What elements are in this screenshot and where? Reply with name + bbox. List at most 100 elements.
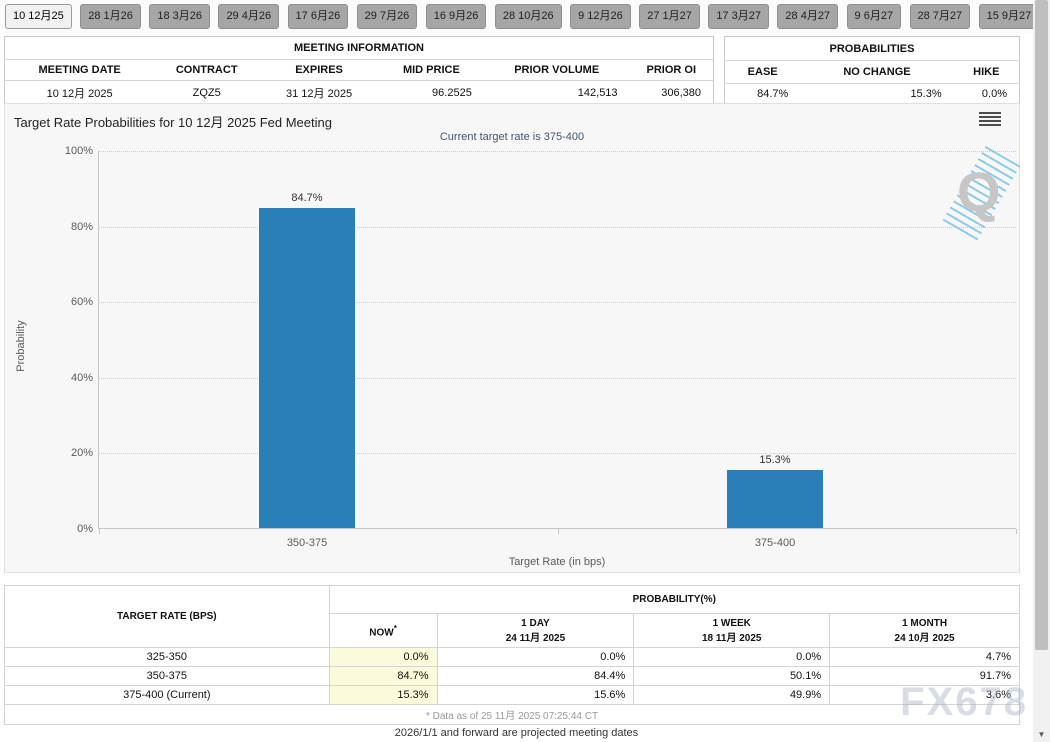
y-tick-label: 100% (64, 145, 93, 157)
hamburger-menu-icon[interactable] (979, 112, 1001, 127)
bar-rect (259, 207, 355, 528)
bar-rect (727, 470, 823, 528)
gridline (99, 377, 1016, 379)
tab-meeting-6[interactable]: 16 9月26 (425, 4, 487, 29)
header-1-week: 1 WEEK 18 11月 2025 (633, 613, 831, 648)
chart-subtitle: Current target rate is 375-400 (439, 131, 585, 143)
value-no-change: 15.3% (800, 82, 954, 106)
header-prior-oi: PRIOR OI (629, 59, 714, 81)
now-value: 84.7% (328, 666, 438, 686)
probabilities-title: PROBABILITIES (829, 42, 915, 55)
table-row: 10 12月 2025 ZQZ5 31 12月 2025 96.2525 142… (4, 80, 714, 106)
value-hike: 0.0% (953, 82, 1020, 106)
meeting-information-table: MEETING INFORMATION MEETING DATE CONTRAC… (4, 36, 714, 106)
gridline (99, 453, 1016, 455)
chart-title: Target Rate Probabilities for 10 12月 202… (14, 115, 332, 130)
probability-history-table: TARGET RATE (BPS) PROBABILITY(%) NOW* 1 … (4, 585, 1021, 725)
vertical-scrollbar[interactable]: ▼ (1033, 0, 1050, 742)
period-label: 1 DAY (521, 617, 550, 629)
meeting-tab-bar: 10 12月25 28 1月26 18 3月26 29 4月26 17 6月26… (0, 0, 1050, 33)
x-axis-tick (558, 529, 559, 534)
scrollbar-thumb[interactable] (1035, 0, 1048, 650)
period-date: 24 10月 2025 (894, 632, 955, 644)
month-value: 4.7% (829, 647, 1020, 667)
y-tick-label: 80% (70, 220, 93, 233)
gridline (99, 226, 1016, 228)
tab-meeting-9[interactable]: 27 1月27 (639, 4, 700, 29)
projected-dates-note: 2026/1/1 and forward are projected meeti… (394, 727, 639, 739)
gridline (99, 151, 1016, 152)
header-1-day: 1 DAY 24 11月 2025 (436, 613, 635, 648)
table-row: MEETING DATE CONTRACT EXPIRES MID PRICE … (4, 59, 714, 81)
y-tick-label: 0% (77, 523, 93, 535)
value-meeting-date: 10 12月 2025 (4, 80, 155, 106)
fx678-watermark: FX678 (900, 680, 1028, 724)
rate-350-375: 350-375 (4, 666, 330, 686)
value-mid-price: 96.2525 (378, 80, 484, 106)
gridline (99, 302, 1016, 304)
table-row: * Data as of 25 11月 2025 07:25:44 CT (4, 704, 1020, 725)
day-value: 15.6% (436, 685, 635, 705)
y-tick-label: 40% (70, 371, 93, 384)
tab-meeting-12[interactable]: 9 6月27 (846, 4, 902, 29)
meeting-information-title: MEETING INFORMATION (294, 42, 424, 54)
tab-meeting-5[interactable]: 29 7月26 (356, 4, 418, 29)
info-tables-row: MEETING INFORMATION MEETING DATE CONTRAC… (4, 36, 1020, 106)
table-row: PROBABILITIES (725, 37, 1020, 61)
table-row: MEETING INFORMATION (5, 37, 714, 60)
now-value: 0.0% (328, 647, 438, 667)
table-row: 84.7% 15.3% 0.0% (724, 82, 1020, 106)
tab-meeting-1[interactable]: 28 1月26 (80, 4, 141, 29)
tab-meeting-10[interactable]: 17 3月27 (708, 4, 769, 29)
y-axis-title: Probability (15, 320, 27, 372)
header-ease: EASE (724, 60, 801, 84)
tab-meeting-0[interactable]: 10 12月25 (5, 4, 72, 29)
header-hike: HIKE (953, 60, 1020, 84)
tab-meeting-13[interactable]: 28 7月27 (909, 4, 971, 29)
period-label: 1 WEEK (712, 617, 751, 629)
period-label: 1 MONTH (902, 617, 948, 629)
scroll-down-arrow[interactable]: ▼ (1037, 730, 1046, 739)
header-mid-price: MID PRICE (378, 59, 484, 81)
bar-350-375: 84.7% (259, 192, 355, 528)
header-now: NOW* (328, 613, 438, 648)
header-target-rate: TARGET RATE (BPS) (4, 585, 330, 648)
table-row: EASE NO CHANGE HIKE (724, 60, 1020, 84)
header-expires: EXPIRES (259, 59, 379, 81)
week-value: 0.0% (633, 647, 831, 667)
header-probability-group: PROBABILITY(%) (328, 585, 1021, 614)
x-axis-tick (1016, 529, 1017, 534)
period-date: 24 11月 2025 (505, 632, 566, 644)
now-asterisk: * (393, 622, 397, 633)
y-tick-label: 20% (70, 447, 93, 460)
x-axis-title: Target Rate (in bps) (508, 556, 606, 568)
tab-meeting-14[interactable]: 15 9月27 (978, 4, 1040, 29)
week-value: 50.1% (633, 666, 831, 686)
x-tick-label: 375-400 (754, 537, 796, 549)
plot-area: 84.7% 15.3% 350-375 375-400 (98, 151, 1017, 549)
target-rate-chart-panel: Target Rate Probabilities for 10 12月 202… (4, 103, 1021, 573)
header-prior-volume: PRIOR VOLUME (483, 59, 630, 81)
value-ease: 84.7% (724, 82, 801, 106)
value-contract: ZQZ5 (154, 80, 260, 106)
tab-meeting-2[interactable]: 18 3月26 (149, 4, 210, 29)
tab-meeting-8[interactable]: 9 12月26 (570, 4, 631, 29)
tab-meeting-11[interactable]: 28 4月27 (777, 4, 839, 29)
tab-meeting-7[interactable]: 28 10月26 (494, 4, 562, 29)
rate-325-350: 325-350 (4, 647, 330, 667)
now-label: NOW (369, 627, 394, 639)
day-value: 0.0% (436, 647, 635, 667)
header-1-month: 1 MONTH 24 10月 2025 (829, 613, 1020, 648)
period-date: 18 11月 2025 (701, 632, 762, 644)
value-prior-volume: 142,513 (483, 80, 630, 106)
y-tick-label: 60% (70, 296, 93, 309)
day-value: 84.4% (436, 666, 635, 686)
x-tick-label: 350-375 (286, 537, 328, 549)
header-contract: CONTRACT (154, 59, 260, 81)
header-no-change: NO CHANGE (800, 60, 954, 84)
tab-meeting-3[interactable]: 29 4月26 (218, 4, 280, 29)
table-row: 375-400 (Current) 15.3% 15.6% 49.9% 3.6% (4, 685, 1020, 705)
data-as-of-note: * Data as of 25 11月 2025 07:25:44 CT (4, 704, 1020, 725)
tab-meeting-4[interactable]: 17 6月26 (287, 4, 349, 29)
